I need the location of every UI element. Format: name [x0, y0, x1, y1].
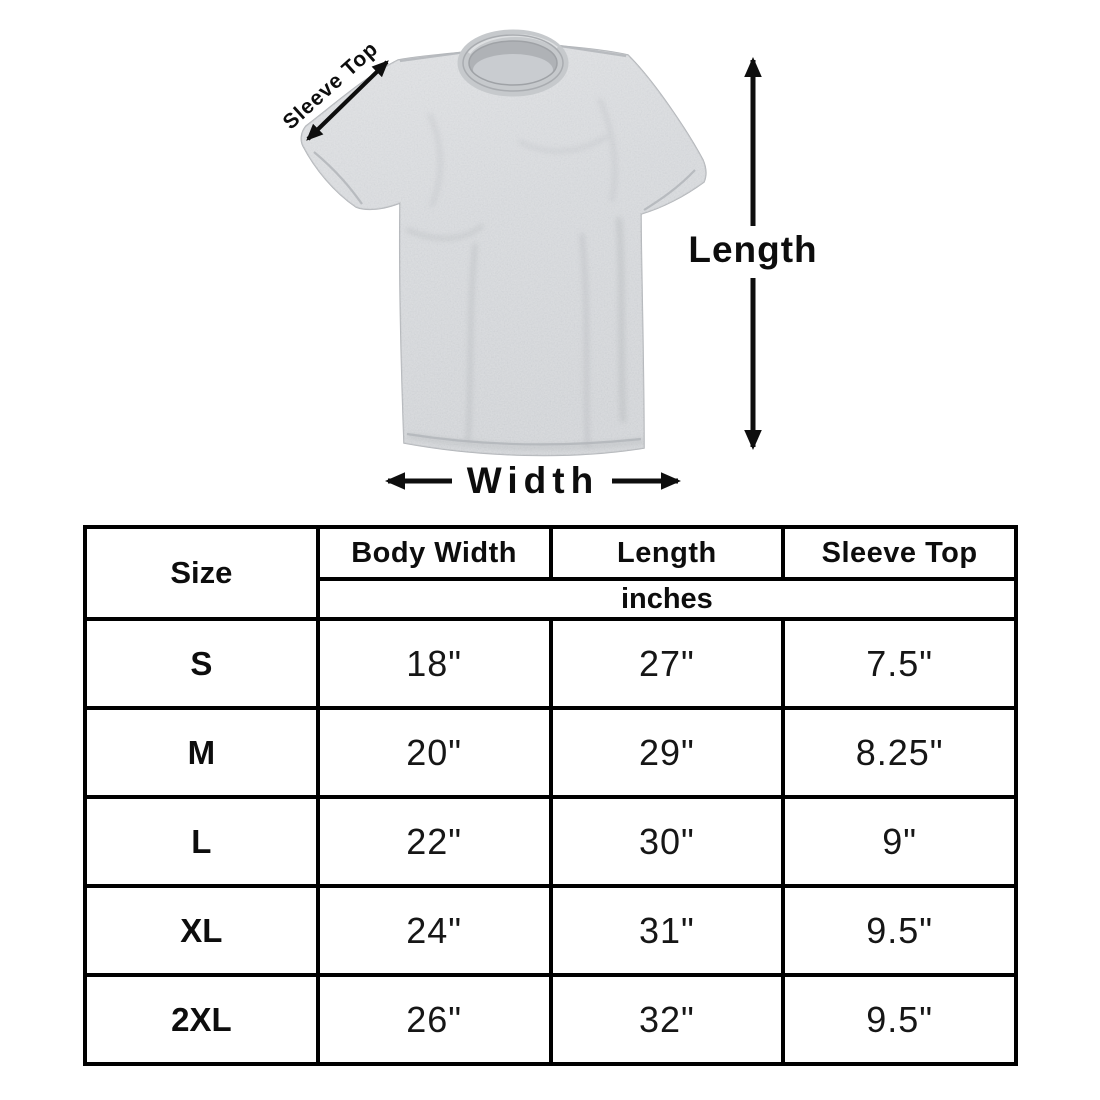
- body-width-value: 24": [406, 909, 463, 951]
- col-header-length-label: Length: [617, 536, 717, 569]
- body-width-cell: 22": [315, 795, 553, 888]
- body-width-value: 18": [406, 642, 463, 684]
- header-row: Size Body Width Length Sleeve Top: [83, 525, 1018, 621]
- size-cell: 2XL: [83, 973, 320, 1066]
- unit-row: inches: [85, 577, 1019, 621]
- size-value: M: [187, 733, 216, 771]
- shirt-figure: Sleeve Top Length Width: [0, 0, 1100, 525]
- table-row-m: M 20" 29" 8.25": [83, 706, 1018, 799]
- body-width-value: 22": [406, 820, 463, 862]
- col-header-sleeve-top-label: Sleeve Top: [821, 536, 978, 569]
- length-value: 31": [638, 909, 695, 951]
- sleeve-top-value: 8.25": [855, 731, 944, 773]
- length-value: 27": [638, 642, 695, 684]
- table-row-2xl: 2XL 26" 32" 9.5": [83, 973, 1018, 1066]
- body-width-cell: 26": [315, 973, 553, 1066]
- body-width-cell: 20": [315, 706, 553, 799]
- size-value: XL: [180, 911, 223, 949]
- col-header-body-width: Body Width: [315, 525, 553, 581]
- sleeve-top-cell: 8.25": [781, 706, 1018, 799]
- length-cell: 31": [548, 884, 786, 977]
- size-table: Size Body Width Length Sleeve Top inches: [83, 525, 1019, 1066]
- body-width-cell: 18": [315, 617, 553, 710]
- size-cell: M: [83, 706, 320, 799]
- col-header-length: Length: [548, 525, 786, 581]
- length-value: 30": [638, 820, 695, 862]
- size-value: S: [190, 644, 213, 682]
- body-width-cell: 24": [315, 884, 553, 977]
- width-label: Width: [466, 460, 600, 501]
- unit-cell: inches: [315, 577, 1019, 621]
- length-label: Length: [682, 227, 824, 273]
- size-cell: L: [83, 795, 320, 888]
- size-cell: XL: [83, 884, 320, 977]
- collar: [457, 29, 569, 97]
- length-cell: 29": [548, 706, 786, 799]
- dimension-arrows: [306, 57, 762, 490]
- sleeve-top-cell: 9.5": [781, 884, 1018, 977]
- sleeve-top-value: 9.5": [866, 998, 934, 1040]
- sleeve-top-arrow: [306, 60, 389, 141]
- col-header-size-label: Size: [170, 555, 233, 590]
- body-width-value: 20": [406, 731, 463, 773]
- unit-label: inches: [620, 582, 713, 615]
- tshirt-image: [300, 29, 707, 457]
- length-value: 32": [638, 998, 695, 1040]
- table-row-l: L 22" 30" 9": [83, 795, 1018, 888]
- table-row-xl: XL 24" 31" 9.5": [83, 884, 1018, 977]
- sleeve-top-value: 9": [882, 820, 918, 862]
- sleeve-top-cell: 9": [781, 795, 1018, 888]
- sleeve-top-cell: 9.5": [781, 973, 1018, 1066]
- size-value: 2XL: [171, 1000, 232, 1038]
- sleeve-top-cell: 7.5": [781, 617, 1018, 710]
- sleeve-top-value: 7.5": [866, 642, 934, 684]
- body-width-value: 26": [406, 998, 463, 1040]
- length-cell: 32": [548, 973, 786, 1066]
- col-header-size: Size: [83, 525, 320, 621]
- table-row-s: S 18" 27" 7.5": [83, 617, 1018, 710]
- size-value: L: [191, 822, 212, 860]
- length-value: 29": [638, 731, 695, 773]
- col-header-sleeve-top: Sleeve Top: [781, 525, 1018, 581]
- sleeve-top-value: 9.5": [866, 909, 934, 951]
- col-header-body-width-label: Body Width: [351, 536, 518, 569]
- size-cell: S: [83, 617, 320, 710]
- length-cell: 30": [548, 795, 786, 888]
- length-cell: 27": [548, 617, 786, 710]
